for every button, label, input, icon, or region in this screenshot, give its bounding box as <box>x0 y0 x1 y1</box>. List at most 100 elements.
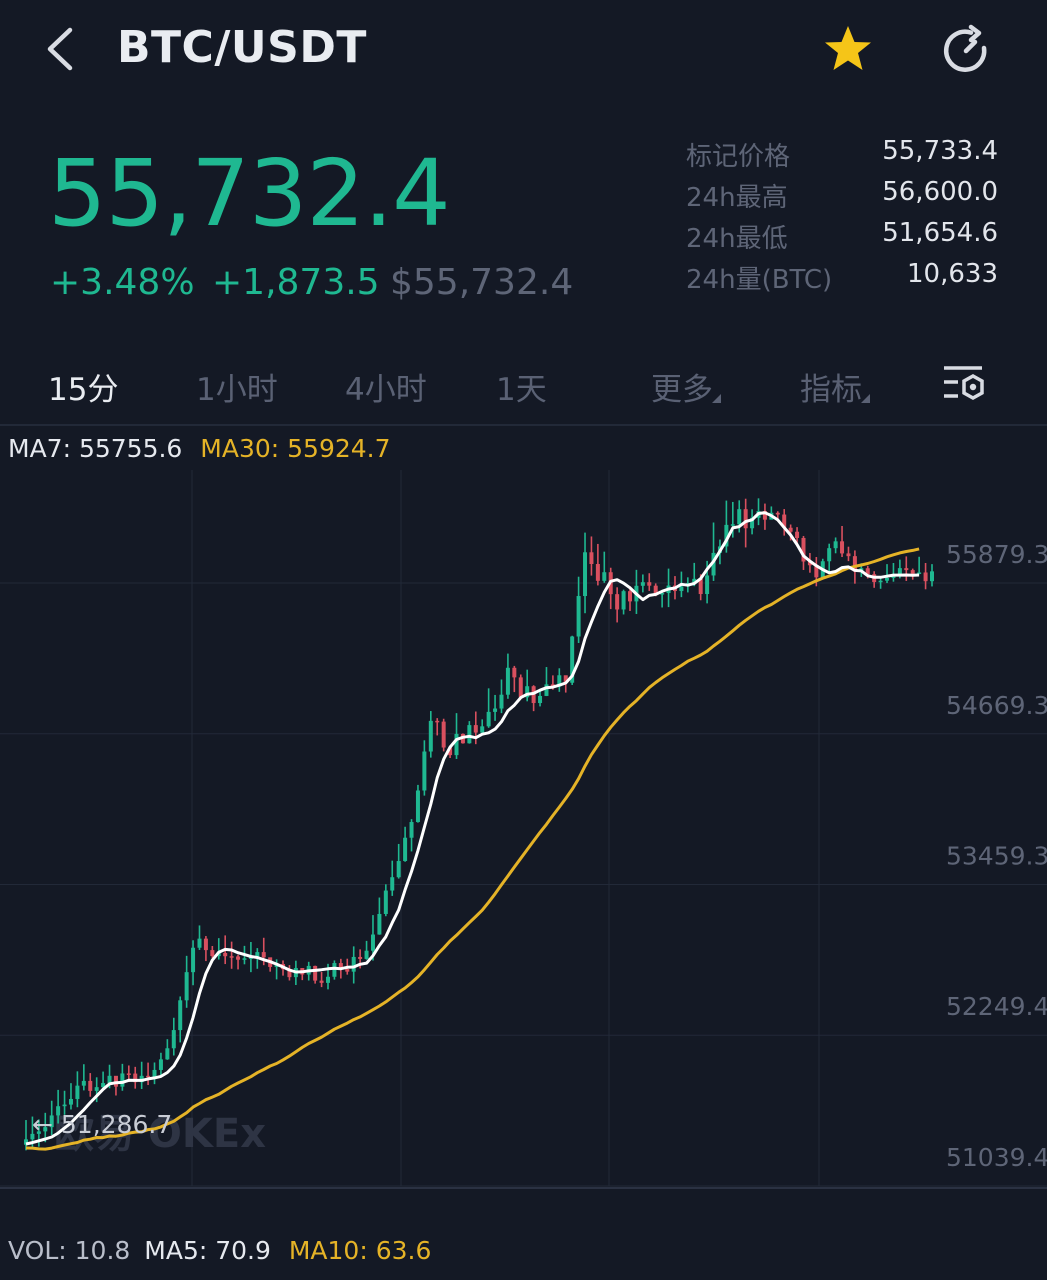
candle <box>236 956 241 960</box>
low-price-marker: ← 51,286.7 <box>32 1110 172 1139</box>
candle <box>775 512 780 515</box>
candle <box>184 972 189 1001</box>
dropdown-corner-icon <box>712 394 721 403</box>
candle <box>544 684 549 696</box>
last-price: 55,732.4 <box>48 140 451 247</box>
candle <box>203 938 208 951</box>
candle <box>248 957 253 959</box>
candle <box>615 594 620 610</box>
candle <box>223 952 228 957</box>
candle <box>647 582 652 586</box>
stat-label: 24h量(BTC) <box>686 265 833 295</box>
chevron-left-icon[interactable] <box>40 26 80 72</box>
candle <box>313 965 318 981</box>
candle <box>737 509 742 525</box>
candle <box>242 958 247 960</box>
candle <box>81 1080 86 1086</box>
ma30-value: MA30: 55924.7 <box>200 434 391 463</box>
candle <box>49 1115 54 1128</box>
candle <box>396 861 401 878</box>
candle <box>56 1106 61 1116</box>
stat-label: 标记价格 <box>686 142 791 172</box>
vol-ma10-value: MA10: 63.6 <box>288 1236 432 1265</box>
candle <box>698 578 703 595</box>
candle <box>171 1030 176 1049</box>
candle <box>621 591 626 610</box>
candle <box>133 1073 138 1083</box>
stat-24h-volume: 24h量(BTC) 10,633 <box>686 259 998 300</box>
tab-15m[interactable]: 15分 <box>48 372 119 408</box>
candle <box>499 694 504 709</box>
candlestick-chart[interactable]: 欧易 OKEx 55879.3 54669.3 53459.3 52249.4 51039… <box>0 470 1047 1190</box>
candle <box>428 720 433 752</box>
y-tick-label: 54669.3 <box>946 691 1047 720</box>
refresh-icon[interactable] <box>940 24 992 76</box>
candle <box>493 708 498 712</box>
usd-price: $55,732.4 <box>390 262 574 303</box>
candle <box>101 1083 106 1088</box>
candle <box>807 561 812 566</box>
candle <box>448 747 453 756</box>
candle <box>338 963 343 970</box>
candle <box>730 524 735 526</box>
candle <box>505 667 510 695</box>
ma30-line <box>25 547 920 1151</box>
tab-indicators-label: 指标 <box>800 372 862 408</box>
tab-more[interactable]: 更多 <box>651 364 721 409</box>
candle <box>24 1139 28 1145</box>
tab-4h[interactable]: 4小时 <box>345 372 427 408</box>
candle <box>467 725 472 744</box>
candle <box>711 552 716 576</box>
candle <box>441 721 446 748</box>
y-tick-label: 51039.4 <box>946 1143 1047 1172</box>
volume-legend: VOL: 10.8 MA5: 70.9 MA10: 63.6 <box>8 1236 431 1265</box>
candle <box>827 548 832 562</box>
candle <box>660 593 665 595</box>
candle <box>480 726 485 733</box>
candle <box>904 568 909 571</box>
candle <box>326 976 330 983</box>
watermark: 欧易 OKEx <box>54 1111 266 1157</box>
star-icon[interactable] <box>822 24 874 74</box>
candle <box>846 553 851 557</box>
candle <box>377 913 382 935</box>
candle <box>210 950 215 957</box>
vol-ma5-value: MA5: 70.9 <box>144 1236 271 1265</box>
tab-1h[interactable]: 1小时 <box>196 372 278 408</box>
candle <box>409 822 414 838</box>
candle <box>370 934 375 951</box>
candle <box>94 1087 99 1091</box>
candle <box>454 733 459 756</box>
tab-indicators[interactable]: 指标 <box>800 364 870 409</box>
stat-label: 24h最低 <box>686 224 788 254</box>
candle <box>165 1048 170 1060</box>
candle <box>62 1104 67 1107</box>
candle <box>814 565 819 578</box>
change-percent: +3.48% <box>50 262 195 303</box>
interval-tabs: 15分 1小时 4小时 1天 更多 指标 <box>0 360 1047 410</box>
candle <box>692 578 697 584</box>
candle <box>878 580 883 583</box>
candle <box>332 963 337 977</box>
candle <box>795 531 800 538</box>
candle <box>538 695 543 704</box>
candle <box>583 552 588 597</box>
candle <box>68 1098 73 1105</box>
candle <box>120 1073 125 1087</box>
candle <box>435 720 440 723</box>
chart-settings-icon[interactable] <box>942 362 986 404</box>
y-tick-label: 52249.4 <box>946 992 1047 1021</box>
ma-legend: MA7: 55755.6 MA30: 55924.7 <box>8 434 391 463</box>
candle <box>891 575 896 578</box>
tab-1d[interactable]: 1天 <box>496 372 547 408</box>
candle <box>595 564 600 581</box>
ma7-line <box>25 511 920 1146</box>
candle <box>390 877 395 891</box>
candle <box>191 947 196 973</box>
candle <box>364 950 369 959</box>
candle <box>152 1069 157 1078</box>
candle <box>345 969 350 972</box>
candle <box>486 711 491 727</box>
y-tick-label: 53459.3 <box>946 842 1047 871</box>
stat-value: 56,600.0 <box>882 177 998 207</box>
